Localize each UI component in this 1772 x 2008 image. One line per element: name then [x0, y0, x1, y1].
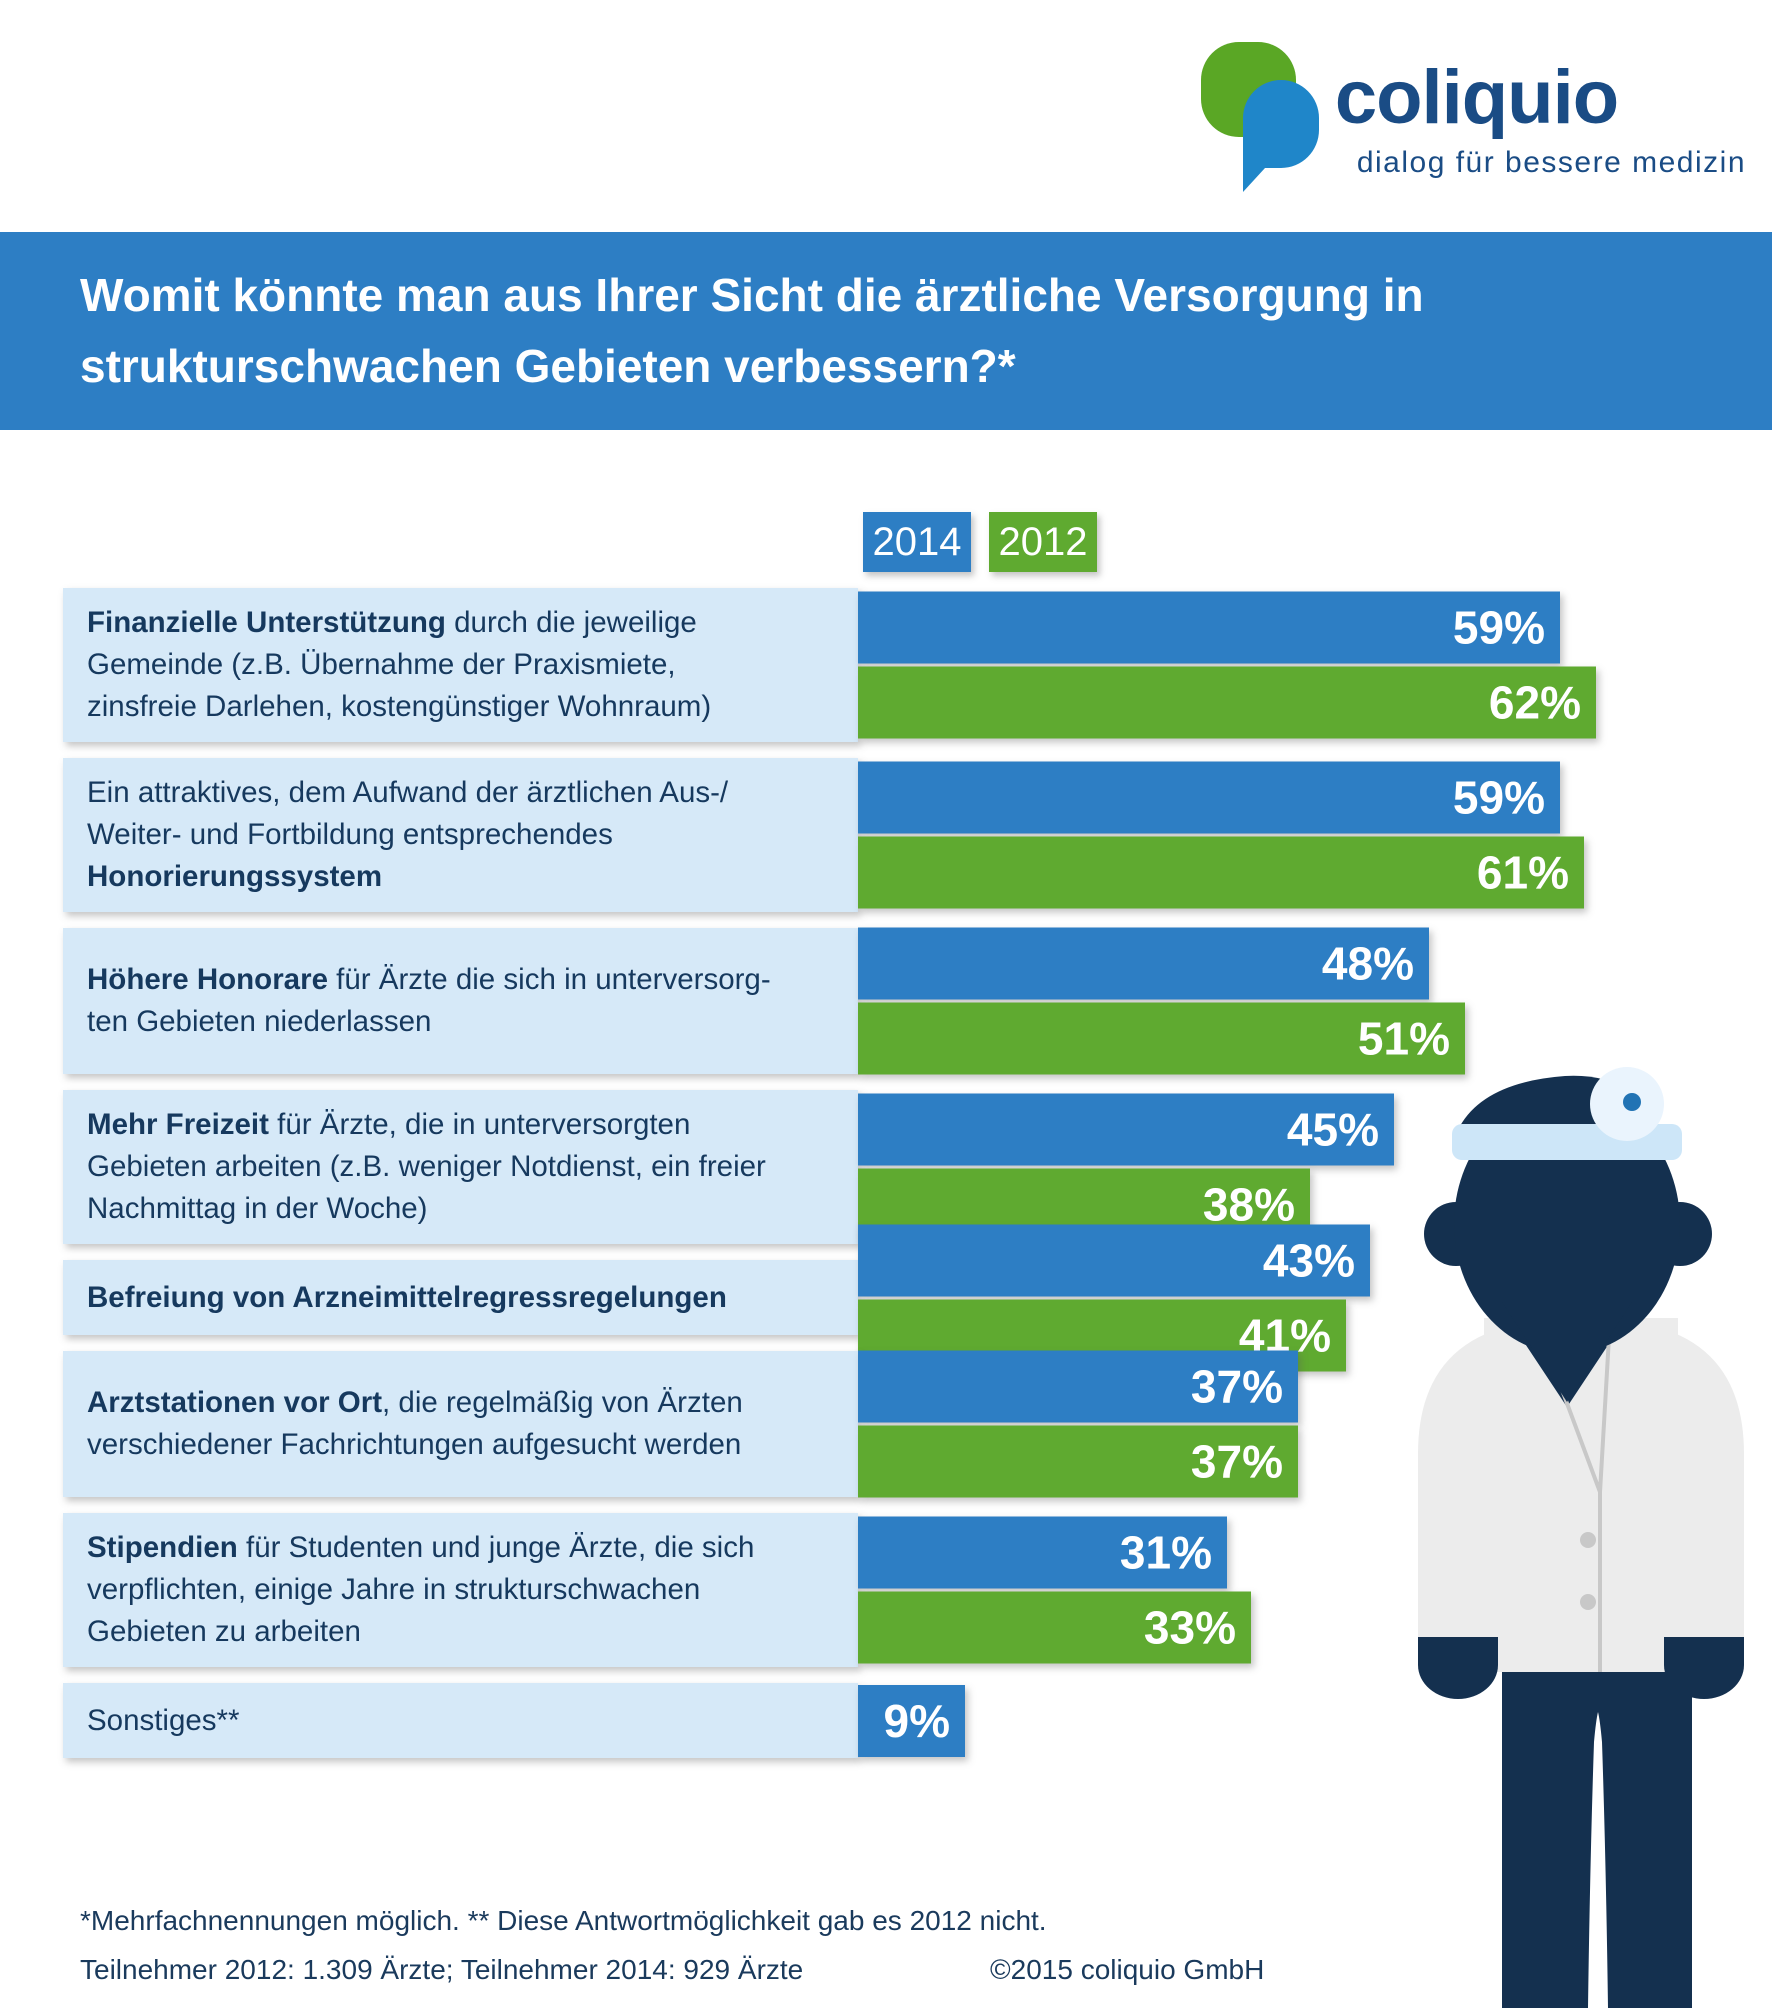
row-bars: 37% 37%: [858, 1350, 1298, 1498]
doctor-illustration-icon: [1418, 1067, 1744, 2008]
bar-2012: 33%: [858, 1591, 1251, 1664]
bar-2012: 62%: [858, 666, 1596, 739]
bar-chart: Finanzielle Unterstützung durch die jewe…: [63, 588, 1763, 1774]
brand-tagline: dialog für bessere medizin: [1356, 146, 1746, 179]
row-label: Sonstiges**: [63, 1683, 858, 1758]
bar-2014: 43%: [858, 1224, 1370, 1296]
page-title: Womit könnte man aus Ihrer Sicht die ärz…: [80, 268, 1424, 392]
row-bars: 45% 38%: [858, 1093, 1394, 1241]
bar-2014: 37%: [858, 1350, 1298, 1423]
legend-item-2014: 2014: [863, 512, 971, 572]
bar-value-label: 59%: [1452, 771, 1545, 824]
bar-value-label: 37%: [1190, 1435, 1283, 1488]
bar-value-label: 31%: [1119, 1526, 1212, 1579]
bar-2014: 45%: [858, 1093, 1394, 1166]
row-label: Mehr Freizeit für Ärzte, die in unterver…: [63, 1090, 858, 1244]
bar-value-label: 45%: [1286, 1103, 1379, 1156]
bar-value-label: 59%: [1452, 601, 1545, 654]
row-bars: 59% 61%: [858, 761, 1584, 909]
bar-value-label: 61%: [1476, 846, 1569, 899]
row-label: Ein attraktives, dem Aufwand der ärztlic…: [63, 758, 858, 912]
chart-row: Sonstiges** 9%: [63, 1683, 1763, 1758]
bar-2012: 51%: [858, 1002, 1465, 1075]
bar-value-label: 62%: [1488, 676, 1581, 729]
chart-row: Finanzielle Unterstützung durch die jewe…: [63, 588, 1763, 742]
bar-value-label: 48%: [1321, 937, 1414, 990]
bar-value-label: 37%: [1190, 1360, 1283, 1413]
row-label: Stipendien für Studenten und junge Ärzte…: [63, 1513, 858, 1667]
bar-2014: 59%: [858, 591, 1560, 664]
chart-row: Höhere Honorare für Ärzte die sich in un…: [63, 927, 1763, 1075]
bar-value-label: 43%: [1262, 1234, 1355, 1286]
brand-name: coliquio: [1334, 55, 1619, 140]
legend-item-2012: 2012: [989, 512, 1097, 572]
participants-text: Teilnehmer 2012: 1.309 Ärzte; Teilnehmer…: [80, 1954, 804, 1985]
bar-value-label: 9%: [883, 1694, 950, 1747]
coliquio-logo: coliquio dialog für bessere medizin: [1200, 42, 1746, 194]
chart-row: Arztstationen vor Ort, die regelmäßig vo…: [63, 1350, 1763, 1498]
bar-2014: 9%: [858, 1684, 965, 1757]
bar-2012: 61%: [858, 836, 1584, 909]
coliquio-logo-icon: [1200, 42, 1319, 192]
row-bars: 9%: [858, 1684, 965, 1757]
row-bars: 43% 41%: [858, 1224, 1370, 1371]
title-band: Womit könnte man aus Ihrer Sicht die ärz…: [0, 232, 1772, 430]
chart-legend: 2014 2012: [863, 512, 1097, 572]
chart-row: Ein attraktives, dem Aufwand der ärztlic…: [63, 758, 1763, 912]
bar-2014: 31%: [858, 1516, 1227, 1589]
footnotes: *Mehrfachnennungen möglich. ** Diese Ant…: [80, 1896, 1480, 1994]
bar-value-label: 33%: [1143, 1601, 1236, 1654]
copyright-text: ©2015 coliquio GmbH: [990, 1954, 1265, 1985]
bar-value-label: 38%: [1202, 1178, 1295, 1231]
bar-value-label: 51%: [1357, 1012, 1450, 1065]
row-label: Höhere Honorare für Ärzte die sich in un…: [63, 928, 858, 1074]
bar-2012: 37%: [858, 1425, 1298, 1498]
row-label: Arztstationen vor Ort, die regelmäßig vo…: [63, 1351, 858, 1497]
chart-row: Stipendien für Studenten und junge Ärzte…: [63, 1513, 1763, 1667]
footnote-text: *Mehrfachnennungen möglich. ** Diese Ant…: [80, 1905, 1047, 1936]
row-bars: 48% 51%: [858, 927, 1465, 1075]
row-bars: 31% 33%: [858, 1516, 1251, 1664]
bar-2014: 48%: [858, 927, 1429, 1000]
row-bars: 59% 62%: [858, 591, 1596, 739]
bar-2014: 59%: [858, 761, 1560, 834]
row-label: Finanzielle Unterstützung durch die jewe…: [63, 588, 858, 742]
row-label: Befreiung von Arzneimittelregressregelun…: [63, 1260, 858, 1335]
